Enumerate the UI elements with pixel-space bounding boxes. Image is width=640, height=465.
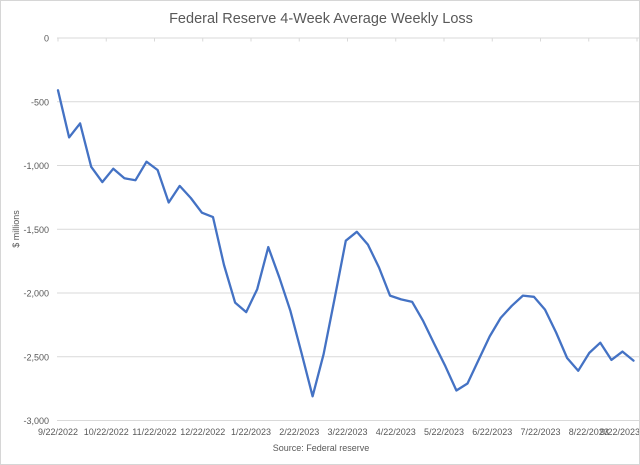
y-tick-label: -1,500 xyxy=(23,225,49,235)
x-tick-label: 2/22/2023 xyxy=(279,427,319,437)
x-tick-label: 7/22/2023 xyxy=(520,427,560,437)
y-tick-label: -1,000 xyxy=(23,161,49,171)
x-tick-label: 4/22/2023 xyxy=(376,427,416,437)
axis-ticks xyxy=(57,38,638,42)
loss-line xyxy=(56,89,635,398)
x-tick-label: 9/22/2022 xyxy=(38,427,78,437)
y-tick-label: -2,500 xyxy=(23,352,49,362)
x-tick-label: 5/22/2023 xyxy=(424,427,464,437)
x-tick-label: 8/22/2023 xyxy=(569,427,609,437)
source-note: Source: Federal reserve xyxy=(273,443,370,453)
y-tick-label: -2,000 xyxy=(23,289,49,299)
gridlines xyxy=(57,37,639,421)
x-tick-label: 1/22/2023 xyxy=(231,427,271,437)
x-tick-label: 9/22/2023 xyxy=(600,427,640,437)
y-tick-label: -500 xyxy=(31,97,49,107)
y-tick-label: 0 xyxy=(44,34,49,44)
y-tick-label: -3,000 xyxy=(23,416,49,426)
x-tick-label: 6/22/2023 xyxy=(472,427,512,437)
x-tick-label: 11/22/2022 xyxy=(132,427,176,437)
x-tick-label: 10/22/2022 xyxy=(84,427,129,437)
y-axis-labels: 0 -500 -1,000 -1,500 -2,000 -2,500 -3,000 xyxy=(23,34,49,427)
chart-title: Federal Reserve 4-Week Average Weekly Lo… xyxy=(169,11,473,27)
x-tick-label: 12/22/2022 xyxy=(180,427,225,437)
y-axis-title: $ millions xyxy=(11,210,21,248)
x-tick-label: 3/22/2023 xyxy=(327,427,367,437)
x-axis-labels: 9/22/2022 10/22/2022 11/22/2022 12/22/2022 1… xyxy=(38,427,640,437)
